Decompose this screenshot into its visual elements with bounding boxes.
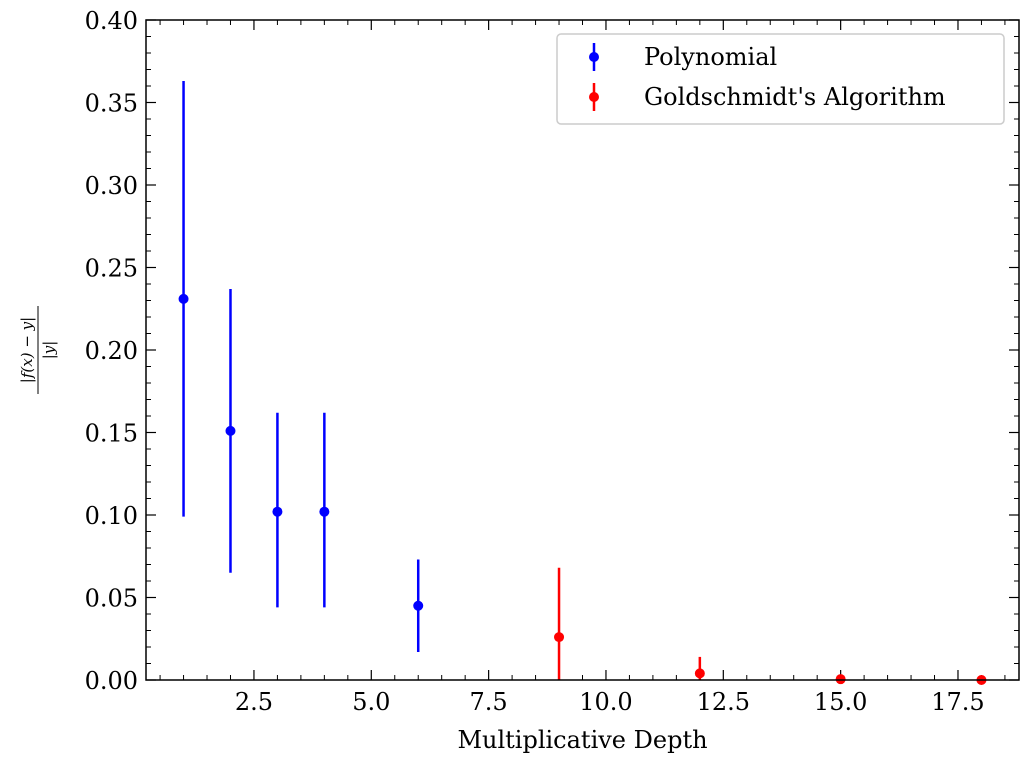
legend-marker xyxy=(589,92,599,102)
x-tick-label: 17.5 xyxy=(931,688,984,716)
x-tick-label: 12.5 xyxy=(697,688,750,716)
series-polynomial xyxy=(178,81,424,652)
x-axis-label: Multiplicative Depth xyxy=(457,726,707,754)
x-tick-label: 5.0 xyxy=(352,688,390,716)
y-tick-label: 0.00 xyxy=(85,667,138,695)
plot-frame xyxy=(145,19,1020,681)
y-tick-label: 0.35 xyxy=(85,90,138,118)
data-point xyxy=(178,293,189,304)
x-tick-label: 10.0 xyxy=(579,688,632,716)
y-tick-label: 0.05 xyxy=(85,585,138,613)
legend-item: Goldschmidt's Algorithm xyxy=(589,83,946,111)
y-tick-label: 0.20 xyxy=(85,337,138,365)
legend-item: Polynomial xyxy=(589,43,777,71)
data-point xyxy=(694,668,705,679)
y-tick-label: 0.15 xyxy=(85,420,138,448)
y-tick-label: 0.25 xyxy=(85,255,138,283)
x-tick-label: 7.5 xyxy=(470,688,508,716)
y-axis-label-numerator: |f(x) − y| xyxy=(18,317,36,383)
data-point xyxy=(835,674,846,685)
data-point xyxy=(272,506,283,517)
y-tick-label: 0.10 xyxy=(85,502,138,530)
series-goldschmidt xyxy=(554,567,987,685)
x-tick-label: 2.5 xyxy=(235,688,273,716)
legend-frame xyxy=(556,33,1005,125)
legend-label: Goldschmidt's Algorithm xyxy=(644,83,946,111)
data-point xyxy=(413,600,424,611)
data-point xyxy=(225,425,236,436)
data-point xyxy=(319,506,330,517)
y-axis-label: |f(x) − y| |y| xyxy=(18,306,58,394)
series-layer xyxy=(178,81,987,685)
y-tick-label: 0.30 xyxy=(85,172,138,200)
legend-marker xyxy=(589,52,599,62)
legend-label: Polynomial xyxy=(644,43,777,71)
y-tick-label: 0.40 xyxy=(85,7,138,35)
axis-ticks: 2.5 5.0 7.5 10.0 12.5 15.0 17.5 0.00 0.05 0.10 0.1… xyxy=(85,7,1019,716)
y-axis-label-denominator: |y| xyxy=(40,341,58,360)
legend: Polynomial Goldschmidt's Algorithm xyxy=(556,33,1005,125)
data-point xyxy=(554,632,565,643)
x-tick-label: 15.0 xyxy=(814,688,867,716)
